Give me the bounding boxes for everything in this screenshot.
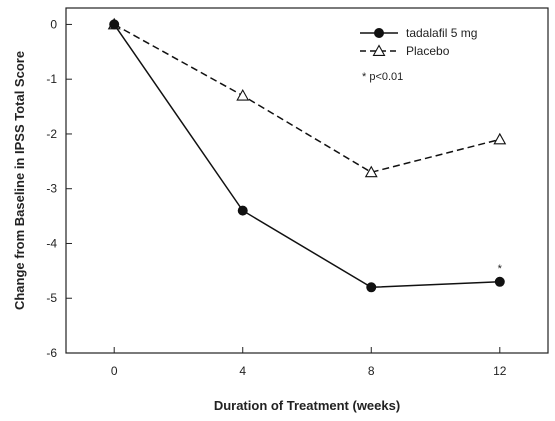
y-tick-label: -6: [46, 346, 57, 360]
y-tick-label: 0: [50, 17, 57, 31]
data-point: [236, 88, 250, 101]
significance-note: * p<0.01: [362, 71, 403, 83]
data-point: [494, 276, 505, 287]
legend-label: tadalafil 5 mg: [406, 26, 477, 40]
legend: tadalafil 5 mg Placebo * p<0.01: [360, 26, 477, 83]
y-tick-label: -1: [46, 72, 57, 86]
legend-item: tadalafil 5 mg: [360, 26, 477, 40]
y-tick-label: -5: [46, 291, 57, 305]
x-axis-label: Duration of Treatment (weeks): [214, 398, 400, 413]
series-layer: *: [107, 17, 507, 293]
x-tick-label: 0: [111, 364, 118, 378]
x-tick-label: 4: [239, 364, 246, 378]
y-axis-label: Change from Baseline in IPSS Total Score: [12, 51, 27, 310]
series-1: [107, 17, 507, 178]
plot-area: [65, 7, 549, 354]
y-axis: 0 -1 -2 -3 -4 -5 -6: [46, 17, 72, 360]
data-point: [109, 19, 120, 30]
series-line: [113, 24, 500, 289]
data-point: [366, 282, 377, 293]
series-0: [109, 19, 505, 293]
x-tick-label: 8: [368, 364, 375, 378]
legend-item: Placebo: [360, 44, 450, 58]
y-tick-label: -4: [46, 236, 57, 250]
significance-marker: *: [498, 263, 503, 275]
legend-label: Placebo: [406, 44, 450, 58]
y-tick-label: -3: [46, 182, 57, 196]
data-point: [493, 132, 507, 145]
series-line: [113, 23, 500, 174]
legend-marker: [372, 44, 386, 56]
y-tick-label: -2: [46, 127, 57, 141]
data-point: [237, 205, 248, 216]
x-axis: 0 4 8 12: [111, 347, 507, 378]
legend-marker: [374, 28, 384, 38]
data-point: [364, 165, 378, 178]
plot-border: [65, 7, 549, 354]
x-tick-label: 12: [493, 364, 507, 378]
